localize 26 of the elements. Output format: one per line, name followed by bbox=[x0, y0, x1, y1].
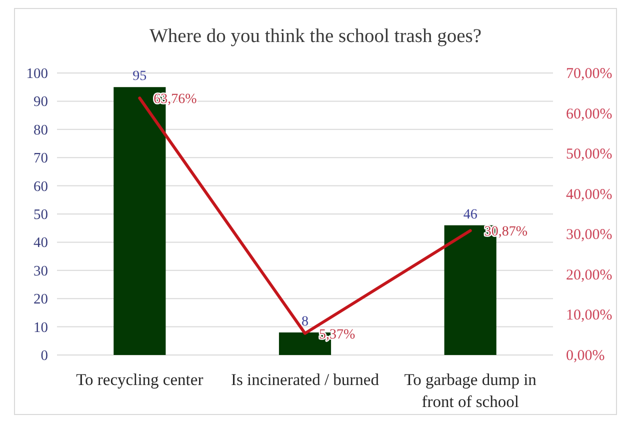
data-label: 8 bbox=[302, 314, 308, 330]
y2-tick-label: 20,00% bbox=[566, 267, 612, 284]
y-tick-label: 60 bbox=[34, 178, 48, 195]
y-tick-label: 10 bbox=[34, 320, 48, 336]
y-tick-label: 40 bbox=[34, 235, 48, 252]
y2-tick-label: 0,00% bbox=[566, 348, 605, 364]
y2-tick-label: 70,00% bbox=[566, 66, 612, 82]
chart-title: Where do you think the school trash goes? bbox=[150, 26, 482, 47]
y-tick-label: 30 bbox=[34, 263, 48, 280]
x-tick-label: To garbage dump in front of school bbox=[404, 370, 536, 411]
x-tick-label: To recycling center bbox=[76, 370, 204, 389]
y-tick-label: 80 bbox=[34, 122, 48, 138]
y2-tick-label: 60,00% bbox=[566, 106, 612, 122]
data-label: 46 bbox=[463, 207, 478, 222]
y2-tick-label: 40,00% bbox=[566, 186, 612, 203]
y-tick-label: 0 bbox=[40, 348, 48, 364]
y2-tick-label: 30,00% bbox=[566, 227, 612, 244]
y-tick-label: 100 bbox=[26, 66, 48, 82]
y2-tick-label: 10,00% bbox=[566, 308, 612, 324]
y-tick-label: 90 bbox=[34, 94, 48, 110]
data-label: 95 bbox=[132, 69, 147, 84]
y-tick-label: 20 bbox=[34, 292, 48, 308]
y-tick-label: 70 bbox=[34, 150, 48, 167]
y-tick-label: 50 bbox=[34, 207, 48, 223]
y2-tick-label: 50,00% bbox=[566, 146, 612, 163]
x-tick-label: Is incinerated / burned bbox=[231, 370, 380, 389]
